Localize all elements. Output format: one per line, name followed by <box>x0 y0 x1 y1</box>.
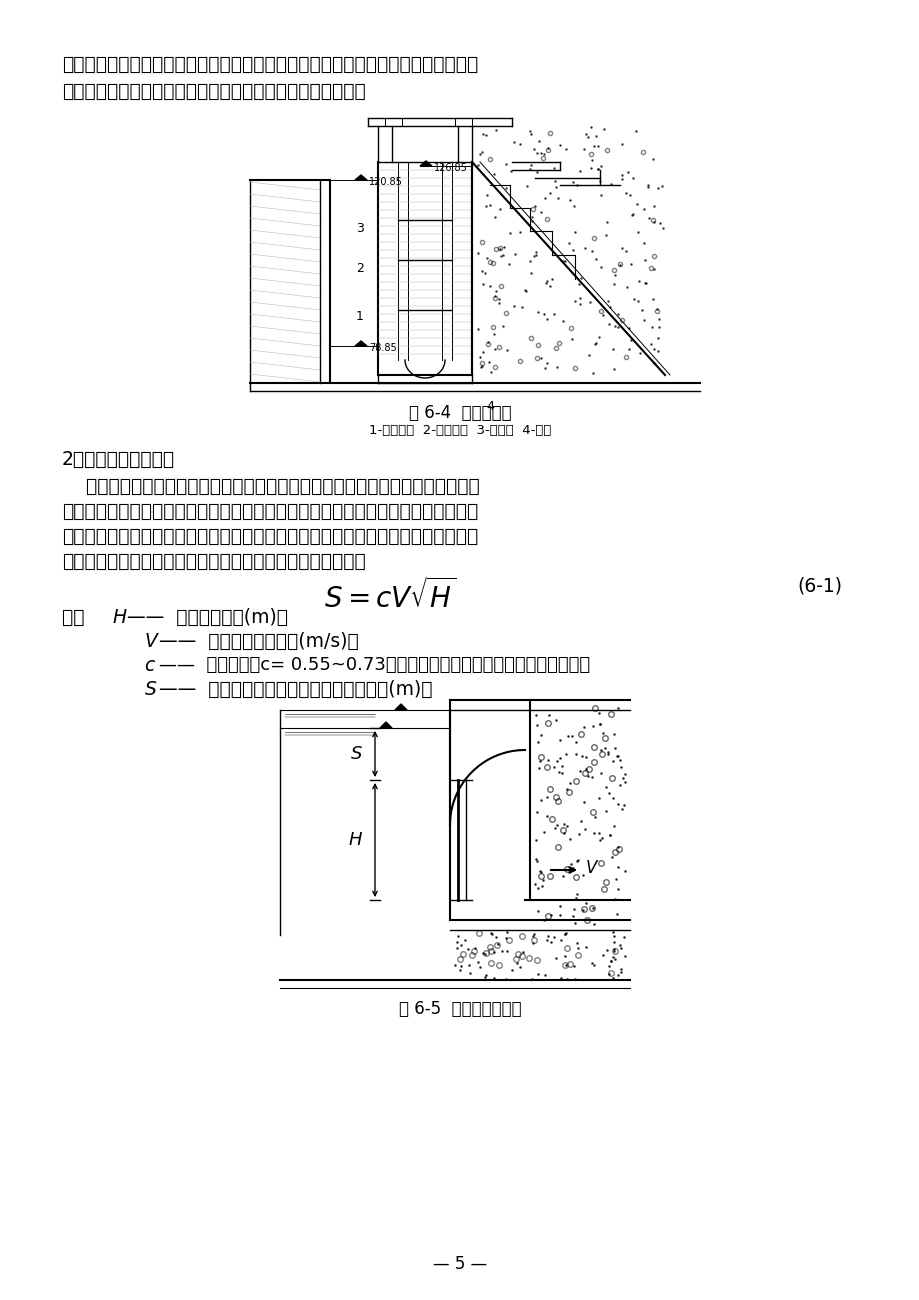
Text: 涡，不出现淤积，不聚集污物，泄洪时仍能正常进水。进水口后接压力隧洞，应与洞: 涡，不出现淤积，不聚集污物，泄洪时仍能正常进水。进水口后接压力隧洞，应与洞 <box>62 55 478 74</box>
Text: $H$: $H$ <box>112 608 128 627</box>
Text: 噪音和振动，减小过水能力，影响水电站的正常发电。一些已建工程的原型观测分析: 噪音和振动，减小过水能力，影响水电站的正常发电。一些已建工程的原型观测分析 <box>62 526 478 546</box>
Text: 2．有压进水口的高程: 2．有压进水口的高程 <box>62 450 175 469</box>
Text: 图 6-5  进水口淹没水深: 图 6-5 进水口淹没水深 <box>398 1000 521 1018</box>
Text: — 5 —: — 5 — <box>433 1254 486 1273</box>
Text: $V$: $V$ <box>584 859 598 878</box>
Text: 1-事故闸门  2-检修闸门  3-拦污栅  4-廊道: 1-事故闸门 2-检修闸门 3-拦污栅 4-廊道 <box>369 424 550 437</box>
Text: 表明，不出现吸气旋涡的临界淹没深度可按下面经验公式估算: 表明，不出现吸气旋涡的临界淹没深度可按下面经验公式估算 <box>62 552 366 571</box>
Text: (6-1): (6-1) <box>797 576 842 595</box>
Text: 78.85: 78.85 <box>369 343 396 354</box>
Text: $V$: $V$ <box>144 632 160 651</box>
Text: 120.85: 120.85 <box>369 177 403 187</box>
Polygon shape <box>355 341 367 346</box>
Text: $S = cV\sqrt{H}$: $S = cV\sqrt{H}$ <box>323 578 456 614</box>
Text: 4: 4 <box>485 400 494 413</box>
Text: ——  闸门顶低于最低水位的临界淹没深度(m)。: —— 闸门顶低于最低水位的临界淹没深度(m)。 <box>159 680 432 699</box>
Text: 式中: 式中 <box>62 608 96 627</box>
Text: 2: 2 <box>356 263 364 276</box>
Text: 线布置协调一致，选择地形、地质及水流条件均较好的位置。: 线布置协调一致，选择地形、地质及水流条件均较好的位置。 <box>62 82 366 101</box>
Text: 3: 3 <box>356 222 364 235</box>
Text: 1: 1 <box>356 309 364 322</box>
Polygon shape <box>394 705 406 710</box>
Polygon shape <box>380 722 391 728</box>
Text: $S$: $S$ <box>144 680 157 699</box>
Polygon shape <box>355 176 367 179</box>
Polygon shape <box>420 161 432 166</box>
Text: ——  经验系数，c= 0.55~0.73，对称进水时取小值，侧向进水时取大值；: —— 经验系数，c= 0.55~0.73，对称进水时取小值，侧向进水时取大值； <box>159 656 589 673</box>
Text: 以进水口前不出现漏斗式吸气漩涡为原则。漏斗旋涡会带入空气，吸入漂浮物，引起: 以进水口前不出现漏斗式吸气漩涡为原则。漏斗旋涡会带入空气，吸入漂浮物，引起 <box>62 502 478 521</box>
Text: $c$: $c$ <box>144 656 156 675</box>
Text: ——  闸门孔口净高(m)；: —— 闸门孔口净高(m)； <box>127 608 288 627</box>
Text: 有压进水口顶部高程应低于运行中可能出现的最低水位，并有一定的淹没深度，: 有压进水口顶部高程应低于运行中可能出现的最低水位，并有一定的淹没深度， <box>62 477 479 497</box>
Text: ——  闸门断面水流速度(m/s)；: —— 闸门断面水流速度(m/s)； <box>159 632 358 651</box>
Text: 126.85: 126.85 <box>434 162 468 173</box>
Text: 图 6-4  坝式进水口: 图 6-4 坝式进水口 <box>408 404 511 422</box>
Text: $H$: $H$ <box>347 831 363 849</box>
Text: $S$: $S$ <box>350 745 363 763</box>
